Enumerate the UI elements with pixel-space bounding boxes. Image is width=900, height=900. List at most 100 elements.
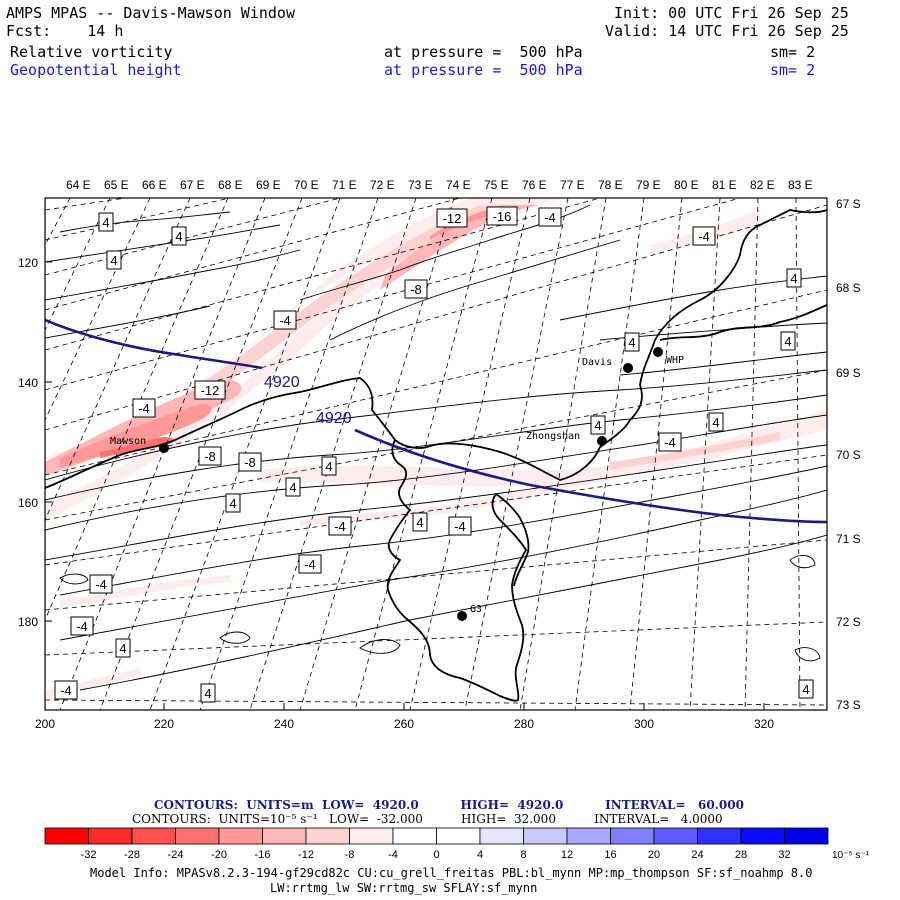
vorticity-label-box (486, 206, 518, 226)
station-labels: Davis WHP Mawson Zhongshan G3 (110, 355, 684, 615)
vorticity-label-box (448, 516, 472, 536)
vorticity-label: -4 (334, 519, 346, 534)
lat-label: 67 S (836, 197, 861, 211)
colorbar-swatch (436, 827, 481, 845)
colorbar-swatch (305, 827, 350, 845)
x-tick-label: 320 (754, 717, 774, 731)
vorticity-label: -12 (201, 383, 220, 398)
colorbar-swatch (653, 827, 698, 845)
vorticity-label: 4 (594, 418, 601, 433)
colorbar-swatch (44, 827, 89, 845)
vorticity-label: -4 (76, 619, 88, 634)
axis-ticks (44, 261, 765, 710)
x-tick-label: 300 (634, 717, 654, 731)
colorbar-swatch (218, 827, 263, 845)
vorticity-label-box (538, 207, 562, 227)
lon-label: 76 E (522, 178, 547, 192)
colorbar-swatch (88, 827, 133, 845)
colorbar-swatch (175, 827, 220, 845)
vorticity-label-box (54, 680, 78, 700)
height-contour-info: CONTOURS: UNITS=m LOW= 4920.0 HIGH= 4920… (154, 798, 744, 812)
vorticity-label-box (171, 226, 187, 246)
lon-label: 72 E (370, 178, 395, 192)
colorbar-swatch (697, 827, 742, 845)
colorbar-label: 8 (520, 849, 526, 861)
vorticity-label: -8 (410, 282, 422, 297)
height-label: 4920 (264, 374, 300, 391)
vorticity-label: 4 (784, 334, 791, 349)
vorticity-label-box (132, 398, 156, 418)
vorticity-label: -4 (454, 519, 466, 534)
vorticity-label: -8 (204, 449, 216, 464)
vorticity-label-box (321, 456, 337, 476)
colorbar-swatch (610, 827, 655, 845)
lon-label: 65 E (104, 178, 129, 192)
lat-label: 71 S (836, 532, 861, 546)
vorticity-label: 4 (204, 686, 211, 701)
colorbar-label: 32 (778, 849, 790, 861)
vorticity-label: 4 (712, 415, 719, 430)
colorbar-label: -8 (345, 849, 355, 861)
x-tick-label: 220 (154, 717, 174, 731)
colorbar: -32 -28 -24 -20 -16 -12 -8 -4 0 4 8 12 16 20 24 28 32 10⁻… (44, 827, 870, 861)
vorticity-contour-info: CONTOURS: UNITS=10⁻⁵ s⁻¹ LOW= -32.000 HI… (132, 812, 723, 826)
lat-label: 72 S (836, 615, 861, 629)
vorticity-label: 4 (119, 641, 126, 656)
station-label-g3: G3 (470, 604, 482, 615)
lon-label: 79 E (636, 178, 661, 192)
y-tick-label: 180 (18, 615, 38, 629)
field-1-level: at pressure = 500 hPa (384, 43, 583, 61)
vorticity-label-box (89, 574, 113, 594)
station-mawson (159, 443, 169, 453)
station-label-whp: WHP (666, 355, 684, 366)
vorticity-label-box (106, 250, 122, 270)
vorticity-label-box (198, 446, 222, 466)
station-markers (159, 347, 663, 621)
model-info-line-1: Model Info: MPASv8.2.3-194-gf29cd82c CU:… (90, 866, 813, 880)
vorticity-label-box (692, 226, 716, 246)
left-axis-labels: 120 140 160 180 (18, 256, 38, 629)
vorticity-label-box (273, 310, 297, 330)
vorticity-label-box (624, 332, 640, 352)
x-tick-label: 200 (35, 717, 55, 731)
colorbar-label: 4 (477, 849, 483, 861)
lon-label: 64 E (66, 178, 91, 192)
lon-label: 73 E (408, 178, 433, 192)
vorticity-label: 4 (416, 515, 423, 530)
vorticity-label: 4 (325, 459, 332, 474)
vorticity-label: 4 (110, 253, 117, 268)
vorticity-label-box (404, 279, 428, 299)
colorbar-swatch (349, 827, 394, 845)
field-2-name: Geopotential height (10, 61, 182, 79)
colorbar-label: -12 (298, 849, 314, 861)
init-time: Init: 00 UTC Fri 26 Sep 25 (614, 4, 849, 22)
vorticity-label: 4 (802, 682, 809, 697)
lat-label: 69 S (836, 366, 861, 380)
valid-time: Valid: 14 UTC Fri 26 Sep 25 (605, 22, 849, 40)
vorticity-label: 4 (628, 335, 635, 350)
colorbar-swatch (740, 827, 785, 845)
lon-label: 80 E (674, 178, 699, 192)
station-davis (623, 363, 633, 373)
height-label: 4920 (316, 410, 352, 427)
map-plot-area (45, 198, 827, 710)
colorbar-label: -4 (388, 849, 398, 861)
vorticity-label: 4 (289, 480, 296, 495)
colorbar-swatch (262, 827, 307, 845)
station-label-zhongshan: Zhongshan (526, 431, 580, 442)
colorbar-swatch (566, 827, 611, 845)
y-tick-label: 120 (18, 256, 38, 270)
lon-label: 71 E (332, 178, 357, 192)
colorbar-label: -24 (168, 849, 184, 861)
vorticity-contour-labels: 4 4 4 -12 -16 -4 -4 -4 -8 -4 4 4 4 4 -12 -8 -8 -4 4 4 4 4 -4 4 -… (54, 206, 814, 703)
vorticity-label: -4 (279, 313, 291, 328)
station-label-davis: Davis (582, 357, 612, 368)
colorbar-swatch (523, 827, 568, 845)
lon-label: 81 E (712, 178, 737, 192)
lon-label: 77 E (560, 178, 585, 192)
vorticity-label-box (298, 554, 322, 574)
vorticity-label-box (328, 516, 352, 536)
vorticity-label: -4 (138, 401, 150, 416)
lon-label: 82 E (750, 178, 775, 192)
colorbar-swatch (784, 827, 829, 845)
